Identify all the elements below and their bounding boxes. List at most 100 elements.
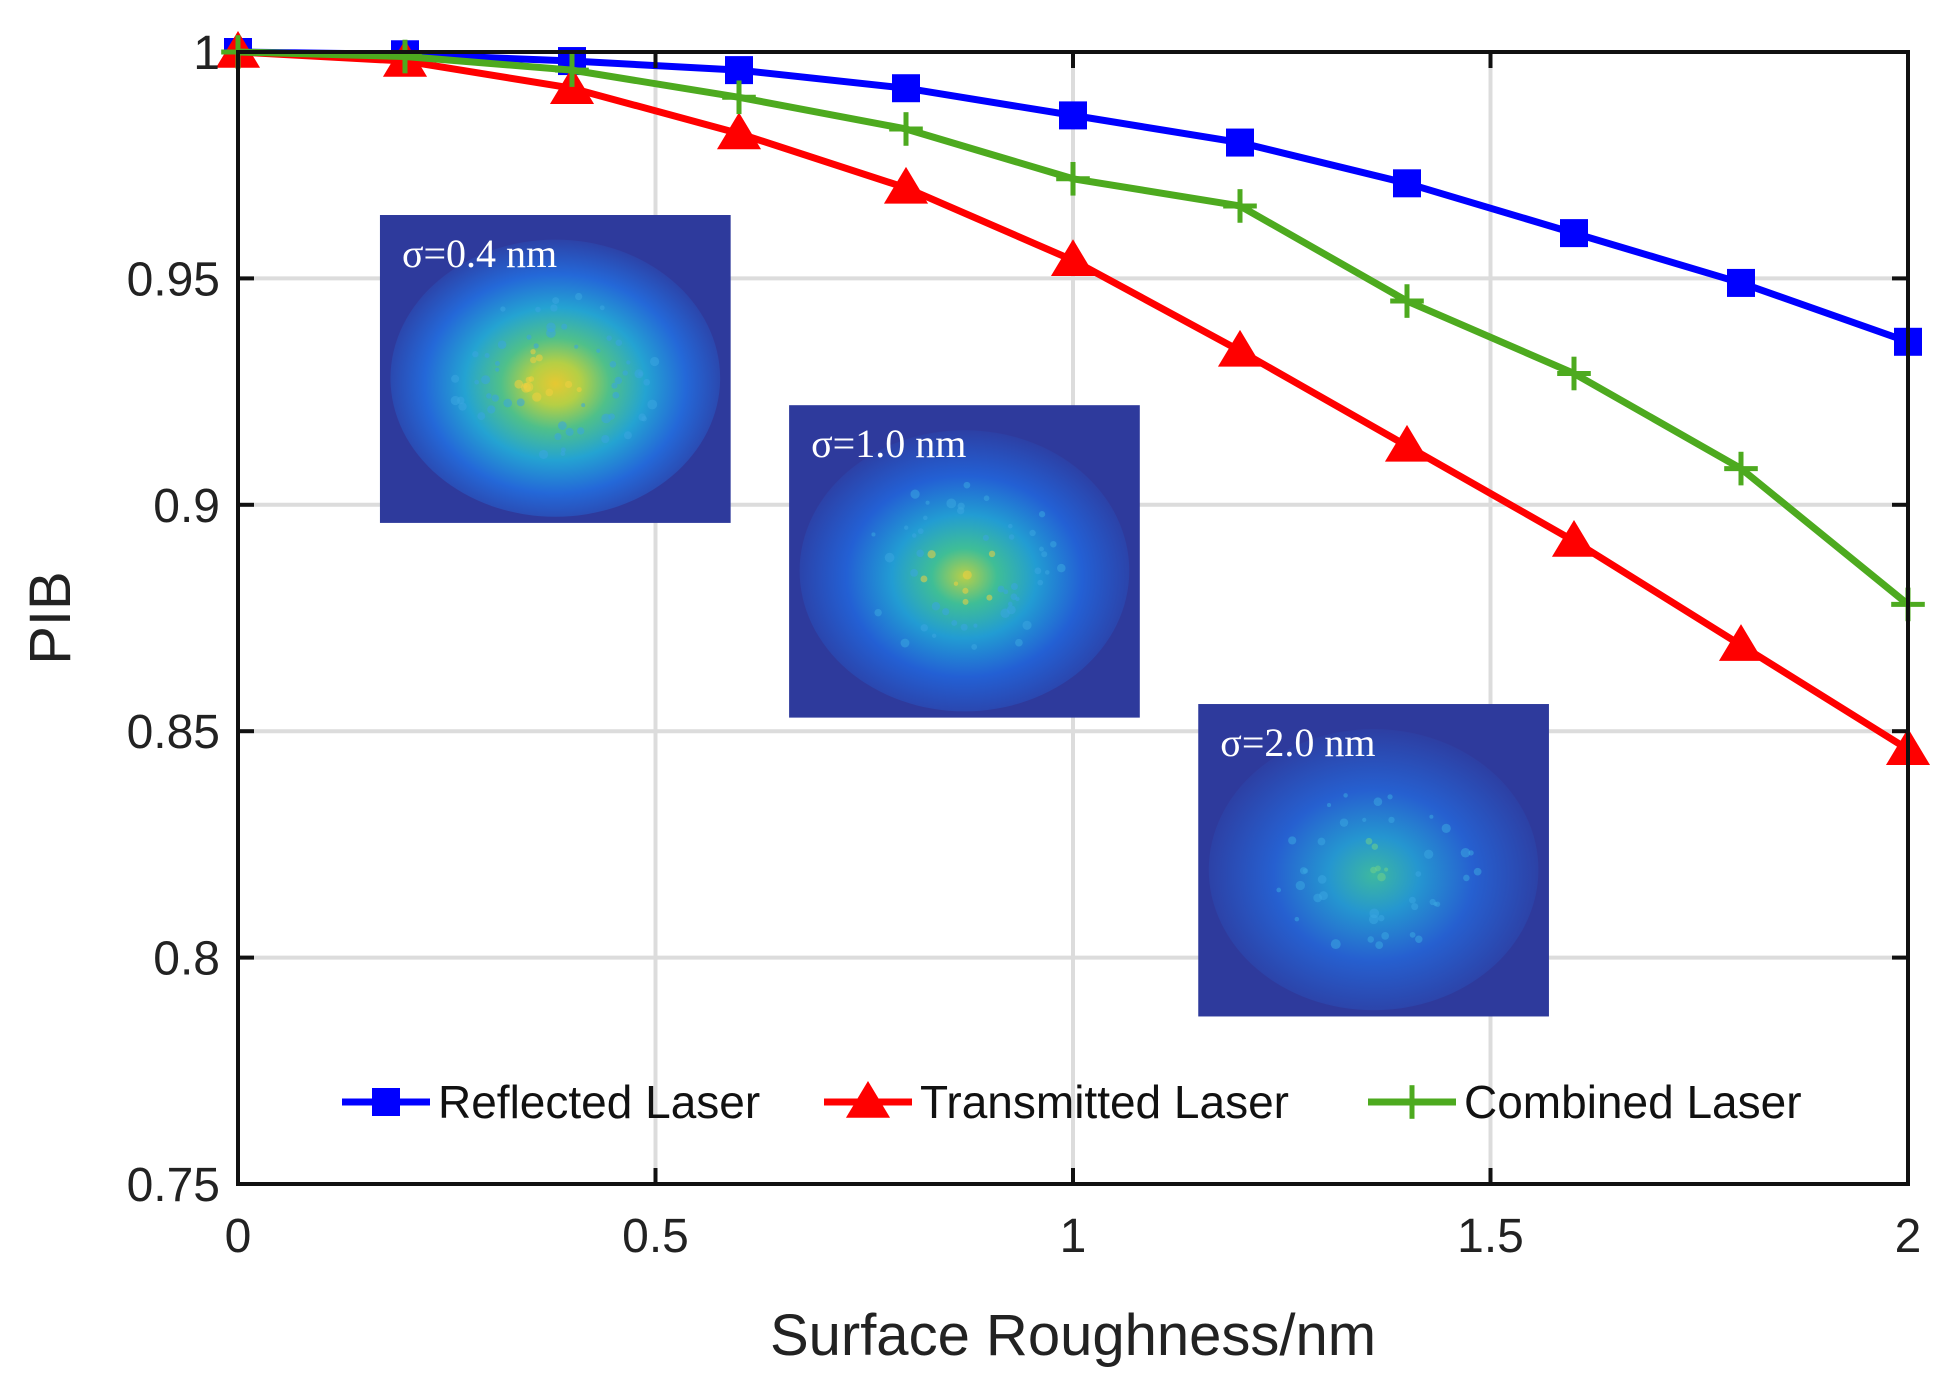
data-point-square <box>892 74 920 103</box>
data-point-triangle <box>1050 239 1096 277</box>
speckle-dot <box>503 398 513 408</box>
x-tick-label: 1 <box>1060 1210 1087 1263</box>
speckle-dot <box>1433 901 1438 907</box>
beam-inset: σ=2.0 nm <box>1198 704 1549 1017</box>
speckle-dot <box>1415 871 1422 877</box>
speckle-dot <box>611 382 618 389</box>
speckle-dot <box>1330 939 1341 950</box>
legend-label: Combined Laser <box>1464 1076 1802 1128</box>
speckle-dot <box>552 297 560 305</box>
speckle-dot <box>1384 867 1389 872</box>
speckle-dot <box>1408 896 1416 904</box>
legend-label: Transmitted Laser <box>920 1076 1289 1128</box>
speckle-dot <box>606 335 612 341</box>
speckle-dot <box>560 447 566 453</box>
speckle-dot <box>1295 880 1306 891</box>
speckle-dot <box>608 413 615 420</box>
beam-inset-label: σ=2.0 nm <box>1220 720 1375 765</box>
beam-speckle <box>450 292 660 459</box>
speckle-dot <box>1039 546 1044 552</box>
speckle-dot <box>931 633 937 638</box>
speckle-dot <box>1294 916 1300 922</box>
speckle-dot <box>484 352 490 359</box>
speckle-dot <box>623 431 632 440</box>
speckle-dot <box>962 570 972 580</box>
speckle-dot <box>1034 567 1042 575</box>
y-tick-label: 0.9 <box>153 480 220 533</box>
speckle-dot <box>1368 914 1379 925</box>
beam-inset: σ=1.0 nm <box>789 405 1140 718</box>
data-point-plus <box>889 112 923 146</box>
speckle-dot <box>1041 551 1048 558</box>
data-point-triangle <box>1551 520 1597 557</box>
y-tick-label: 1 <box>193 27 220 80</box>
speckle-dot <box>564 380 573 389</box>
data-point-square <box>1226 128 1254 157</box>
x-tick-label: 2 <box>1895 1210 1922 1263</box>
beam-spot <box>799 430 1130 712</box>
speckle-dot <box>983 495 990 502</box>
speckle-dot <box>622 370 628 376</box>
speckle-dot <box>917 528 924 535</box>
x-tick-label: 0.5 <box>622 1210 689 1263</box>
data-point-triangle <box>716 112 762 150</box>
speckle-dot <box>451 374 460 383</box>
speckle-dot <box>1276 887 1282 893</box>
speckle-dot <box>638 371 644 377</box>
speckle-dot <box>1044 570 1050 575</box>
speckle-dot <box>599 305 605 311</box>
speckle-dot <box>1000 608 1010 619</box>
speckle-dot <box>925 500 930 505</box>
speckle-dot <box>1378 914 1385 922</box>
speckle-dot <box>491 394 499 402</box>
speckle-dot <box>1015 596 1020 602</box>
speckle-dot <box>920 575 928 583</box>
speckle-dot <box>609 360 617 368</box>
speckle-dot <box>486 393 492 399</box>
speckle-dot <box>904 525 909 530</box>
legend-entry: Combined Laser <box>1368 1076 1802 1128</box>
speckle-dot <box>487 405 496 414</box>
legend: Reflected Laser Transmitted Laser Combined… <box>342 1076 1802 1128</box>
speckle-dot <box>1003 589 1009 595</box>
data-point-square <box>372 1088 400 1116</box>
speckle-dot <box>910 489 920 499</box>
speckle-dot <box>986 594 993 601</box>
legend-entry: Transmitted Laser <box>824 1076 1289 1128</box>
speckle-dot <box>581 403 586 408</box>
speckle-dot <box>1374 865 1381 872</box>
speckle-dot <box>1326 803 1332 808</box>
speckle-dot <box>962 587 969 594</box>
speckle-dot <box>982 534 989 541</box>
speckle-dot <box>1057 563 1066 573</box>
speckle-dot <box>545 388 554 397</box>
speckle-dot <box>577 427 585 435</box>
data-point-triangle <box>1384 424 1430 462</box>
speckle-dot <box>957 502 965 510</box>
speckle-dot <box>533 343 539 349</box>
speckle-dot <box>643 378 651 386</box>
data-point-triangle <box>1718 624 1764 661</box>
speckle-dot <box>942 608 950 616</box>
y-tick-label: 0.95 <box>127 253 220 306</box>
speckle-dot <box>973 623 978 628</box>
speckle-dot <box>516 398 525 407</box>
speckle-dot <box>953 581 959 586</box>
speckle-dot <box>535 354 543 362</box>
speckle-dot <box>962 598 969 605</box>
speckle-dot <box>532 392 542 402</box>
data-point-plus <box>388 39 422 74</box>
beam-spot <box>390 239 721 517</box>
beam-inset: σ=0.4 nm <box>379 215 731 523</box>
speckle-dot <box>1387 794 1393 800</box>
y-axis-label: PIB <box>18 571 83 665</box>
speckle-dot <box>1388 816 1395 824</box>
speckle-dot <box>1288 836 1297 845</box>
speckle-dot <box>946 498 957 509</box>
speckle-dot <box>1375 941 1384 950</box>
speckle-dot <box>614 376 623 385</box>
speckle-dot <box>546 322 556 333</box>
speckle-dot <box>1381 932 1389 940</box>
speckle-dot <box>871 532 876 537</box>
